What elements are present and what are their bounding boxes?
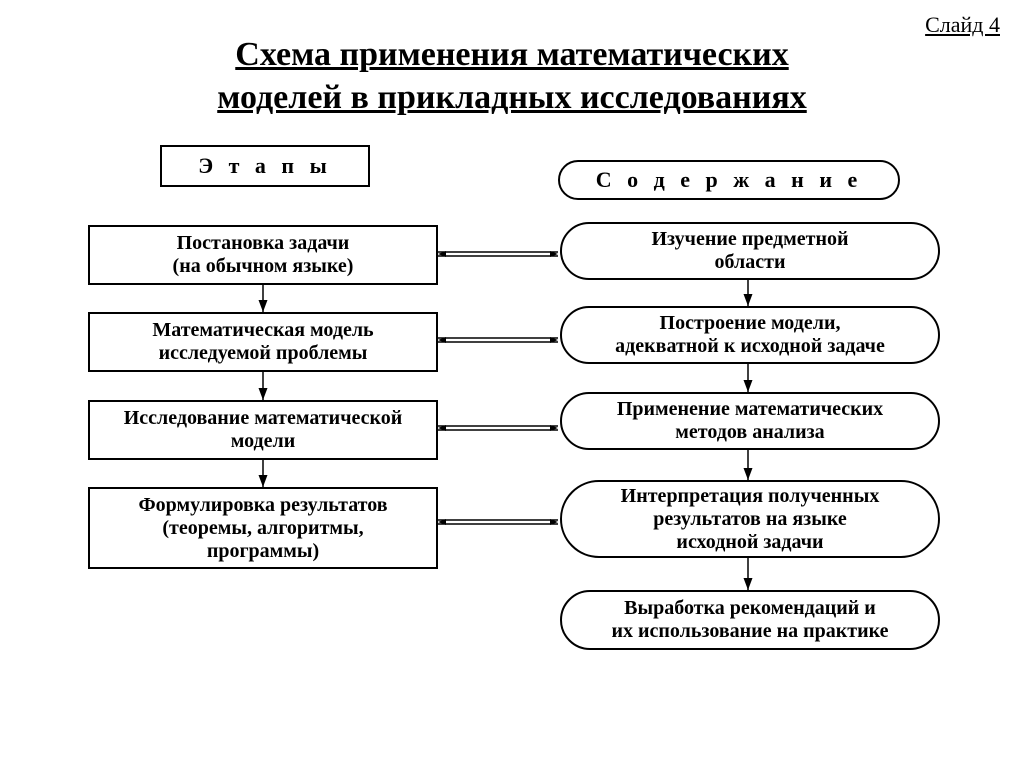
page-title: Схема применения математических моделей …	[0, 34, 1024, 119]
header-stages: Э т а п ы	[160, 145, 370, 187]
content-pill-2: Построение модели,адекватной к исходной …	[560, 306, 940, 364]
content-pill-5: Выработка рекомендаций иих использование…	[560, 590, 940, 650]
stage-box-1: Постановка задачи(на обычном языке)	[88, 225, 438, 285]
stage-box-3: Исследование математическоймодели	[88, 400, 438, 460]
stage-box-4: Формулировка результатов(теоремы, алгори…	[88, 487, 438, 569]
stage-box-2: Математическая модельисследуемой проблем…	[88, 312, 438, 372]
content-pill-4: Интерпретация полученныхрезультатов на я…	[560, 480, 940, 558]
content-pill-1: Изучение предметнойобласти	[560, 222, 940, 280]
content-pill-3: Применение математическихметодов анализа	[560, 392, 940, 450]
header-content: С о д е р ж а н и е	[558, 160, 900, 200]
